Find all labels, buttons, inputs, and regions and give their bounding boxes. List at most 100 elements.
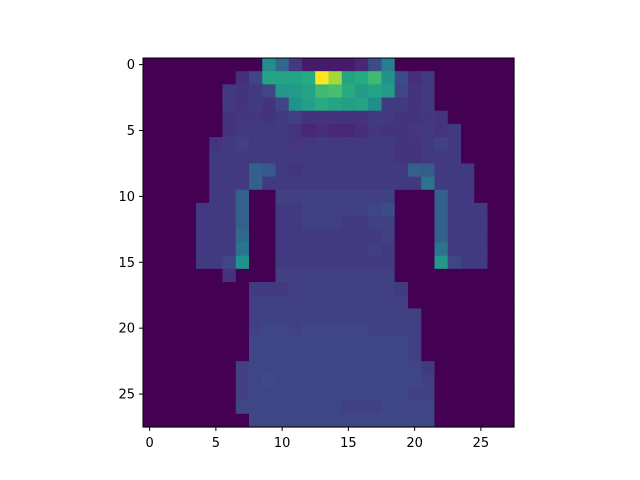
heatmap-cell	[288, 268, 303, 283]
heatmap-cell	[381, 413, 396, 428]
heatmap-cell	[222, 123, 237, 138]
heatmap-cell	[328, 282, 343, 296]
heatmap-cell	[156, 282, 171, 296]
heatmap-cell	[474, 123, 489, 138]
heatmap-cell	[143, 361, 157, 375]
heatmap-cell	[447, 137, 462, 151]
heatmap-cell	[500, 268, 515, 283]
heatmap-cell	[262, 242, 277, 257]
heatmap-cell	[341, 413, 356, 428]
heatmap-cell	[447, 374, 462, 389]
y-tick-label: 25	[118, 388, 135, 403]
heatmap-cell	[341, 295, 356, 309]
heatmap-cell	[275, 242, 290, 257]
heatmap-cell	[421, 308, 436, 323]
heatmap-cell	[262, 413, 277, 428]
heatmap-cell	[474, 176, 489, 191]
heatmap-cell	[169, 268, 184, 283]
heatmap-cell	[421, 347, 436, 362]
heatmap-cell	[209, 163, 224, 178]
heatmap-cell	[421, 216, 436, 230]
heatmap-cell	[500, 374, 515, 389]
heatmap-cell	[447, 268, 462, 283]
heatmap-cell	[408, 110, 422, 125]
heatmap-cell	[169, 413, 184, 428]
heatmap-cell	[434, 84, 449, 99]
heatmap-cell	[169, 110, 184, 125]
heatmap-cell	[302, 282, 316, 296]
heatmap-cell	[341, 347, 356, 362]
heatmap-cell	[474, 295, 489, 309]
heatmap-cell	[156, 242, 171, 257]
heatmap-cell	[209, 268, 224, 283]
heatmap-cell	[474, 387, 489, 402]
heatmap-cell	[434, 229, 449, 244]
heatmap-cell	[196, 282, 210, 296]
heatmap-cell	[408, 242, 422, 257]
heatmap-cell	[328, 110, 343, 125]
heatmap-cell	[341, 176, 356, 191]
heatmap-cell	[288, 71, 303, 85]
heatmap-cell	[447, 58, 462, 72]
heatmap-cell	[222, 374, 237, 389]
heatmap-cell	[249, 400, 263, 415]
heatmap-cell	[394, 255, 409, 270]
heatmap-cell	[487, 58, 502, 72]
heatmap-cell	[368, 321, 383, 336]
heatmap-cell	[143, 321, 157, 336]
heatmap-cell	[474, 97, 489, 112]
heatmap-cell	[355, 58, 369, 72]
heatmap-cell	[500, 282, 515, 296]
heatmap-cell	[156, 71, 171, 85]
heatmap-cell	[182, 387, 197, 402]
heatmap-cell	[447, 282, 462, 296]
heatmap-cell	[156, 400, 171, 415]
heatmap-cell	[156, 295, 171, 309]
heatmap-cell	[249, 163, 263, 178]
heatmap-cell	[408, 308, 422, 323]
heatmap-cell	[434, 413, 449, 428]
heatmap-cell	[169, 163, 184, 178]
heatmap-cell	[355, 308, 369, 323]
heatmap-cell	[222, 202, 237, 217]
heatmap-cell	[315, 255, 330, 270]
heatmap-cell	[249, 387, 263, 402]
heatmap-cell	[156, 150, 171, 165]
heatmap-cell	[222, 268, 237, 283]
heatmap-cell	[302, 216, 316, 230]
heatmap-cell	[500, 229, 515, 244]
heatmap-cell	[474, 282, 489, 296]
heatmap-cell	[156, 413, 171, 428]
heatmap-cell	[447, 216, 462, 230]
heatmap-cell	[235, 97, 250, 112]
heatmap-cell	[461, 202, 475, 217]
heatmap-cell	[288, 97, 303, 112]
x-tick-label: 20	[406, 436, 423, 451]
heatmap-cell	[262, 282, 277, 296]
heatmap-cell	[408, 374, 422, 389]
heatmap-cell	[235, 387, 250, 402]
heatmap-cell	[249, 110, 263, 125]
heatmap-cell	[275, 229, 290, 244]
heatmap-cell	[408, 123, 422, 138]
heatmap-cell	[235, 361, 250, 375]
heatmap-cell	[500, 84, 515, 99]
heatmap-cell	[461, 308, 475, 323]
heatmap-cell	[474, 84, 489, 99]
heatmap-cell	[196, 58, 210, 72]
heatmap-cell	[328, 150, 343, 165]
heatmap-cell	[500, 202, 515, 217]
heatmap-cell	[315, 176, 330, 191]
heatmap-cell	[328, 268, 343, 283]
heatmap-cell	[355, 137, 369, 151]
heatmap-cell	[355, 150, 369, 165]
heatmap-cell	[249, 361, 263, 375]
heatmap-cell	[196, 361, 210, 375]
heatmap-cell	[421, 282, 436, 296]
heatmap-cell	[408, 97, 422, 112]
heatmap-cell	[461, 110, 475, 125]
heatmap-cell	[249, 334, 263, 349]
heatmap-cell	[275, 58, 290, 72]
y-tick-label: 0	[127, 58, 135, 73]
heatmap-cell	[249, 321, 263, 336]
